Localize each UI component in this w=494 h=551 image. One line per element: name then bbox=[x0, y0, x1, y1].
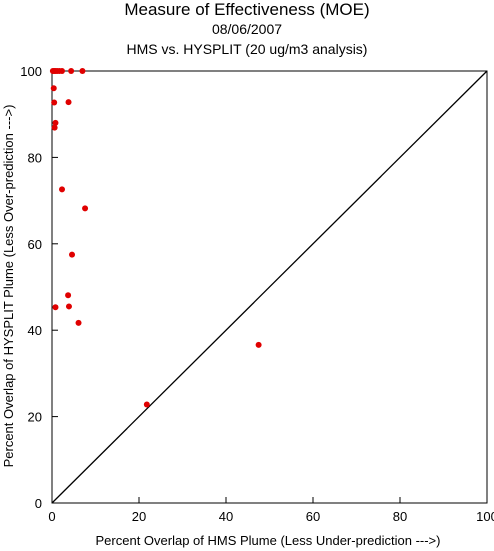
data-point bbox=[255, 341, 262, 348]
data-point bbox=[51, 124, 58, 131]
data-point bbox=[50, 85, 57, 92]
x-tick-label: 80 bbox=[393, 509, 407, 524]
x-tick-label: 100 bbox=[476, 509, 494, 524]
data-point bbox=[52, 119, 59, 126]
data-points bbox=[49, 68, 262, 408]
data-point bbox=[52, 304, 59, 311]
chart-analysis-subtitle: HMS vs. HYSPLIT (20 ug/m3 analysis) bbox=[126, 41, 368, 57]
x-tick-label: 60 bbox=[306, 509, 320, 524]
y-tick-label: 80 bbox=[28, 150, 42, 165]
chart-date: 08/06/2007 bbox=[211, 21, 283, 37]
y-axis-label: Percent Overlap of HYSPLIT Plume (Less O… bbox=[1, 105, 16, 468]
x-tick-label: 0 bbox=[48, 509, 55, 524]
reference-diagonal-line bbox=[51, 70, 488, 504]
data-point bbox=[68, 68, 75, 74]
y-tick-label: 20 bbox=[28, 410, 42, 425]
y-tick-label: 60 bbox=[28, 237, 42, 252]
data-point bbox=[59, 68, 66, 74]
data-point bbox=[69, 251, 76, 258]
y-tick-label: 40 bbox=[28, 323, 42, 338]
y-tick-label: 0 bbox=[35, 496, 42, 511]
x-axis-ticks: 0 20 40 60 80 100 bbox=[48, 497, 494, 524]
y-axis-ticks: 0 20 40 60 80 100 bbox=[20, 64, 58, 511]
x-axis-label: Percent Overlap of HMS Plume (Less Under… bbox=[96, 533, 441, 548]
data-point bbox=[79, 68, 86, 74]
data-point bbox=[65, 99, 72, 106]
data-point bbox=[65, 292, 72, 299]
data-point bbox=[51, 99, 58, 106]
data-point bbox=[75, 319, 82, 326]
chart-title: Measure of Effectiveness (MOE) bbox=[124, 0, 370, 19]
data-point bbox=[82, 205, 89, 212]
data-point bbox=[65, 303, 72, 310]
data-point bbox=[143, 401, 150, 408]
plot-frame bbox=[51, 70, 488, 504]
data-point bbox=[59, 186, 66, 193]
y-tick-label: 100 bbox=[20, 64, 42, 79]
x-tick-label: 20 bbox=[132, 509, 146, 524]
x-tick-label: 40 bbox=[219, 509, 233, 524]
